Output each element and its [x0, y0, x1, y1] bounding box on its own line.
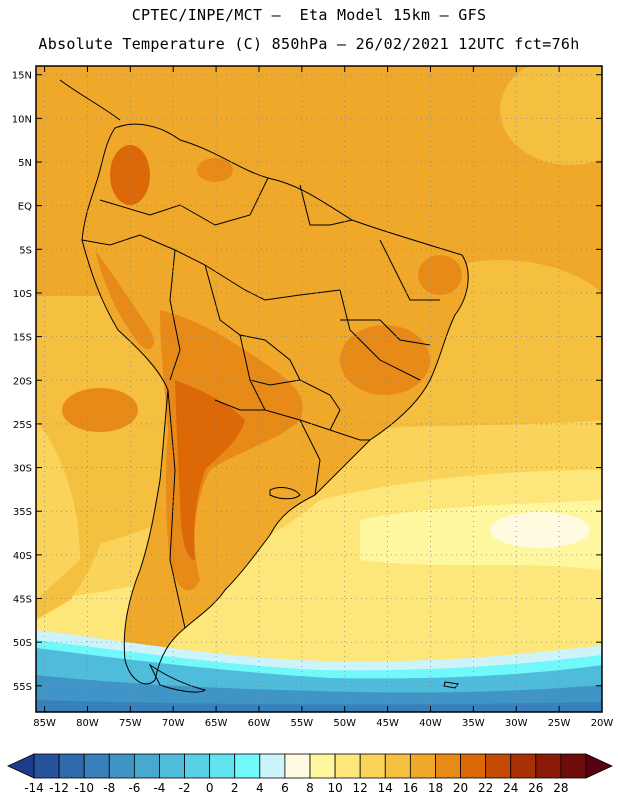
peru-coast-warm	[95, 250, 155, 350]
colorbar-label: -14	[24, 781, 44, 795]
country-borders	[81, 123, 469, 685]
colorbar-label: -8	[103, 781, 115, 795]
lon-label: 50W	[333, 718, 356, 729]
central-america-outline	[59, 79, 121, 121]
colorbar-label: 2	[231, 781, 239, 795]
lon-label: 80W	[76, 718, 99, 729]
colorbar-label: 28	[553, 781, 568, 795]
lon-label: 35W	[462, 718, 485, 729]
colorbar-swatch	[234, 753, 261, 779]
lat-label: 40S	[13, 551, 32, 562]
colorbar: -14 -12 -10 -8 -6 -4 -2 0 2 4 6 8 10 12 14 16 18 20 22 24 26…	[7, 753, 613, 795]
colorbar-swatch	[460, 753, 487, 779]
lat-label: 55S	[13, 682, 32, 693]
colorbar-swatch	[259, 753, 286, 779]
colorbar-swatch	[485, 753, 512, 779]
colorbar-swatch	[33, 753, 60, 779]
map-title-line-1: CPTEC/INPE/MCT – Eta Model 15km – GFS	[131, 6, 487, 24]
latitude-axis: 15N 10N 5N EQ 5S 10S 15S 20S 25S 30S 35S 40S 45S 50S 5…	[12, 71, 602, 693]
colorbar-swatch	[83, 753, 110, 779]
lat-label: 45S	[13, 595, 32, 606]
colorbar-label: 4	[256, 781, 264, 795]
colorbar-label: 8	[306, 781, 314, 795]
colorbar-swatch	[58, 753, 85, 779]
colorbar-label: 10	[327, 781, 342, 795]
colorbar-swatch	[133, 753, 160, 779]
lon-label: 60W	[248, 718, 271, 729]
plot-frame	[35, 65, 603, 713]
colorbar-label: 22	[478, 781, 493, 795]
colorbar-swatch	[184, 753, 211, 779]
lat-label: 5S	[19, 245, 32, 256]
lat-label: 30S	[13, 464, 32, 475]
map-title-line-2: Absolute Temperature (C) 850hPa – 26/02/…	[38, 35, 580, 53]
colorbar-high-arrow	[585, 753, 613, 779]
colorbar-swatch	[209, 753, 236, 779]
northeast-brazil-warm	[418, 255, 462, 295]
colorbar-label: 0	[206, 781, 214, 795]
colombia-hot-patch	[110, 145, 150, 205]
colorbar-swatch	[409, 753, 436, 779]
cold-band-5	[36, 700, 602, 712]
lat-label: 10N	[12, 114, 32, 125]
atlantic-cool-patch	[500, 66, 602, 165]
lon-label: 40W	[419, 718, 442, 729]
colorbar-swatch	[435, 753, 461, 779]
lon-label: 20W	[591, 718, 614, 729]
colorbar-label: 20	[453, 781, 468, 795]
colorbar-label: 24	[503, 781, 518, 795]
colorbar-label: 6	[281, 781, 289, 795]
lon-label: 55W	[291, 718, 314, 729]
colorbar-swatch	[510, 753, 537, 779]
colorbar-swatch	[560, 753, 587, 779]
lon-label: 70W	[162, 718, 185, 729]
colorbar-swatch	[284, 753, 311, 779]
colorbar-swatch	[334, 753, 361, 779]
tierra-del-fuego-outline	[148, 663, 207, 693]
colorbar-swatch	[159, 753, 185, 779]
lon-label: 75W	[119, 718, 142, 729]
lat-label: 20S	[13, 376, 32, 387]
chaco-hot-zone	[175, 380, 245, 560]
longitude-axis: 85W 80W 75W 70W 65W 60W 55W 50W 45W 40W 35W 30W 25W 2…	[33, 66, 613, 729]
falklands-outline	[443, 681, 459, 689]
lat-label: 35S	[13, 507, 32, 518]
colorbar-label: 16	[403, 781, 418, 795]
lat-label: 10S	[13, 289, 32, 300]
colorbar-label: -6	[128, 781, 140, 795]
colorbar-label: -4	[153, 781, 165, 795]
colorbar-swatch	[359, 753, 386, 779]
cold-band-4	[36, 675, 602, 712]
lon-label: 25W	[548, 718, 571, 729]
lon-label: 65W	[205, 718, 228, 729]
south-atlantic-cream-patch	[490, 512, 590, 548]
lat-label: 15N	[12, 71, 32, 82]
lon-label: 30W	[505, 718, 528, 729]
pacific-warm-patch	[62, 388, 138, 432]
temperature-field	[36, 66, 602, 712]
lat-label: 50S	[13, 638, 32, 649]
colorbar-label: 18	[428, 781, 443, 795]
colorbar-label: 14	[378, 781, 393, 795]
colorbar-swatch	[535, 753, 562, 779]
colorbar-label: -10	[74, 781, 94, 795]
rio-de-la-plata-outline	[269, 487, 301, 500]
lat-label: EQ	[18, 202, 32, 213]
colorbar-swatch	[108, 753, 135, 779]
lon-label: 45W	[376, 718, 399, 729]
colorbar-swatch	[384, 753, 411, 779]
colorbar-swatch	[309, 753, 336, 779]
colorbar-low-arrow	[7, 753, 35, 779]
colorbar-label: -2	[179, 781, 191, 795]
brazil-highlands-warm	[340, 325, 430, 395]
lat-label: 15S	[13, 333, 32, 344]
lon-label: 85W	[33, 718, 56, 729]
colorbar-label: -12	[49, 781, 69, 795]
colorbar-label: 12	[353, 781, 368, 795]
colorbar-label: 26	[528, 781, 543, 795]
lat-label: 5N	[18, 158, 32, 169]
venezuela-warm-patch	[197, 158, 233, 182]
lat-label: 25S	[13, 420, 32, 431]
